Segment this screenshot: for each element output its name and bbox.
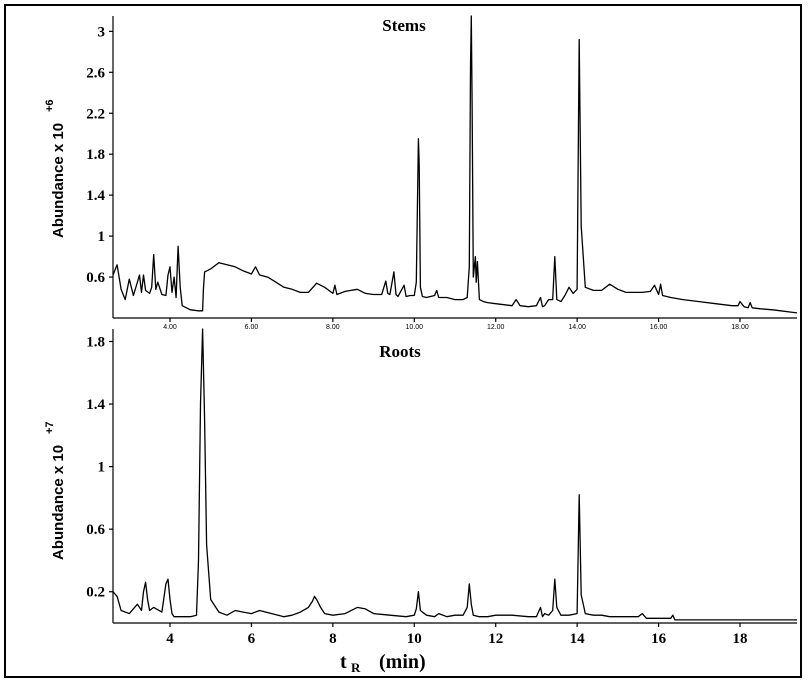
stems-y-tick-label: 1 (98, 229, 106, 245)
roots-y-tick-label: 1.8 (86, 335, 105, 351)
stems-trace (112, 15, 798, 314)
roots-y-tick-label: 1 (98, 460, 106, 476)
stems-y-tick-label: 0.6 (86, 270, 105, 286)
stems-x-tick-label: 8.00 (326, 324, 340, 331)
stems-panel-title: Stems (382, 16, 426, 35)
roots-y-tick-label: 0.2 (86, 585, 105, 601)
roots-y-tick-label: 1.4 (86, 397, 105, 413)
stems-y-tick-label: 3 (98, 24, 106, 40)
roots-y-axis-exponent: +7 (44, 421, 56, 434)
roots-trace (112, 328, 797, 621)
roots-y-tick-label: 0.6 (86, 522, 105, 538)
stems-x-tick-label: 14.00 (568, 324, 586, 331)
x-axis-title-unit: (min) (379, 651, 426, 673)
stems-x-tick-label: 6.00 (245, 324, 259, 331)
roots-x-tick-label: 8 (329, 631, 337, 647)
stems-x-tick-label: 12.00 (487, 324, 505, 331)
x-axis-title-subscript: R (351, 660, 361, 675)
roots-x-tick-label: 10 (407, 631, 422, 647)
stems-y-tick-label: 1.4 (86, 188, 105, 204)
stems-x-tick-label: 16.00 (650, 324, 668, 331)
roots-x-tick-label: 12 (488, 631, 503, 647)
roots-y-axis-title: Abundance x 10 (50, 445, 67, 560)
stems-y-axis-title: Abundance x 10 (50, 123, 67, 238)
roots-x-tick-label: 16 (651, 631, 667, 647)
x-axis-title-main: t (340, 651, 347, 673)
stems-y-axis-exponent: +6 (44, 99, 56, 112)
roots-x-tick-label: 4 (166, 631, 174, 647)
roots-panel-title: Roots (379, 342, 421, 361)
stems-panel: 0.6 1 1.4 1.8 2.2 2.6 3 4.00 6.00 8.00 10.00 12.00 1… (44, 15, 798, 331)
roots-x-tick-label: 6 (248, 631, 256, 647)
roots-x-tick-label: 18 (733, 631, 748, 647)
roots-x-tick-label: 14 (570, 631, 586, 647)
stems-x-tick-label: 10.00 (406, 324, 424, 331)
stems-x-tick-label: 4.00 (163, 324, 177, 331)
roots-panel: 0.2 0.6 1 1.4 1.8 4 6 8 10 12 14 16 18 Roots Abundance… (44, 328, 797, 647)
stems-y-tick-label: 1.8 (86, 147, 105, 163)
x-axis-title: t R (min) (340, 651, 426, 675)
stems-y-tick-label: 2.2 (86, 106, 105, 122)
stems-x-tick-label: 18.00 (731, 324, 749, 331)
stems-y-tick-label: 2.6 (86, 65, 105, 81)
figure-frame (4, 4, 802, 678)
